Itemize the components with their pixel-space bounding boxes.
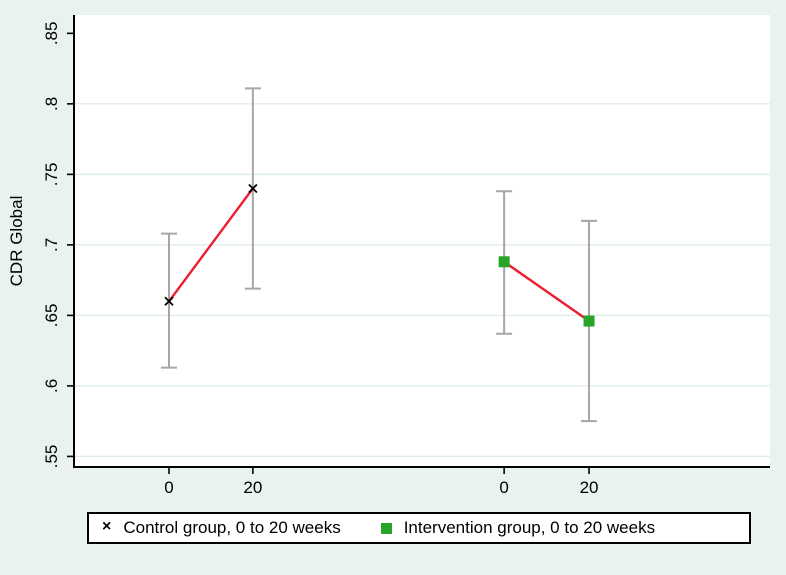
y-tick-label: .85 bbox=[42, 22, 61, 46]
square-marker bbox=[498, 256, 510, 268]
x-marker bbox=[164, 296, 174, 306]
legend-item-control: × Control group, 0 to 20 weeks bbox=[102, 518, 341, 538]
x-tick-label: 20 bbox=[243, 478, 262, 497]
x-tick-label: 0 bbox=[164, 478, 173, 497]
y-axis-title: CDR Global bbox=[7, 196, 26, 287]
legend: × Control group, 0 to 20 weeks Intervent… bbox=[87, 512, 751, 544]
x-marker-icon: × bbox=[102, 518, 112, 535]
x-marker bbox=[248, 183, 258, 194]
y-tick-label: .7 bbox=[42, 238, 61, 252]
legend-label-intervention: Intervention group, 0 to 20 weeks bbox=[403, 518, 656, 537]
y-tick-label: .65 bbox=[42, 304, 61, 328]
chart: .55 .6 .65 .7 .75 .8 .85 0 20 0 20 CDR Global bbox=[7, 15, 770, 497]
legend-label-control: Control group, 0 to 20 weeks bbox=[123, 518, 341, 537]
plot-area bbox=[74, 15, 770, 467]
square-marker-icon bbox=[380, 522, 392, 534]
y-tick-label: .6 bbox=[42, 379, 61, 393]
legend-item-intervention: Intervention group, 0 to 20 weeks bbox=[380, 518, 656, 538]
plot-layer: .55 .6 .65 .7 .75 .8 .85 0 20 0 20 bbox=[42, 15, 770, 497]
square-marker bbox=[583, 315, 595, 327]
x-tick-label: 20 bbox=[580, 478, 599, 497]
x-tick-label: 0 bbox=[499, 478, 508, 497]
trend-line bbox=[503, 260, 590, 323]
trend-line bbox=[168, 187, 254, 303]
y-tick-label: .55 bbox=[42, 445, 61, 469]
y-tick-label: .75 bbox=[42, 163, 61, 187]
y-tick-label: .8 bbox=[42, 97, 61, 111]
